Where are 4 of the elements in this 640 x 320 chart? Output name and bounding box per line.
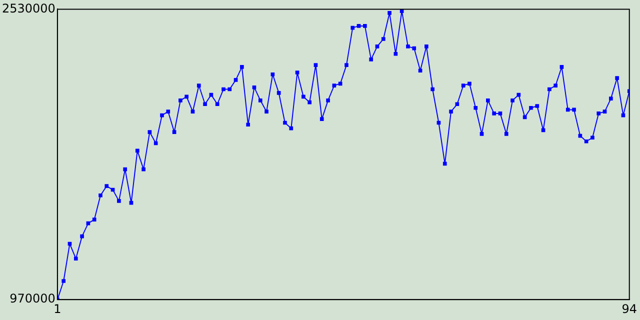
y-tick-label: 970000: [10, 292, 56, 306]
x-tick-label: 94: [622, 302, 638, 316]
y-tick-label: 2530000: [2, 1, 56, 16]
x-tick-label: 1: [54, 302, 62, 316]
